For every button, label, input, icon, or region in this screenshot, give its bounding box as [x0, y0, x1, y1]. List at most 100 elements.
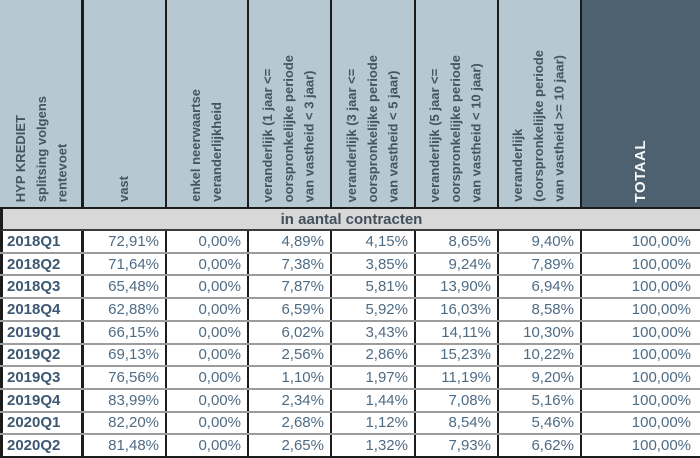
value-cell: 8,58%	[499, 299, 582, 320]
value-cell: 2,68%	[249, 412, 332, 434]
column-header-veranderlijk-3-5: veranderlijk (3 jaar <= oorspronkelijke …	[332, 0, 416, 207]
value-cell: 66,15%	[84, 321, 167, 343]
table-row: 2019Q3 76,56% 0,00% 1,10% 1,97% 11,19% 9,20% 10…	[0, 367, 700, 390]
column-header-totaal: TOTAAL	[582, 0, 700, 207]
quarter-label: 2018Q1	[0, 231, 84, 252]
value-cell: 0,00%	[167, 299, 249, 320]
value-cell: 0,00%	[167, 435, 249, 456]
value-cell: 11,19%	[416, 367, 499, 388]
value-cell: 2,34%	[249, 389, 332, 411]
value-cell: 0,00%	[167, 321, 249, 343]
table-row: 2018Q3 65,48% 0,00% 7,87% 5,81% 13,90% 6,94% 10…	[0, 276, 700, 300]
value-cell: 0,00%	[167, 344, 249, 366]
value-cell: 65,48%	[84, 276, 167, 298]
value-cell: 9,40%	[499, 231, 582, 252]
value-cell: 16,03%	[416, 299, 499, 320]
quarter-label: 2018Q2	[0, 253, 84, 275]
corner-header-cell: HYP KREDIET splitsing volgens rentevoet	[0, 0, 84, 207]
value-cell: 1,12%	[332, 412, 416, 434]
column-header-label: veranderlijk (3 jaar <= oorspronkelijke …	[343, 54, 401, 202]
value-cell: 4,89%	[249, 231, 332, 252]
value-cell: 4,15%	[332, 231, 416, 252]
value-cell: 0,00%	[167, 389, 249, 411]
quarter-label: 2020Q1	[0, 412, 84, 434]
value-cell: 9,24%	[416, 253, 499, 275]
column-header-label: enkel neerwaartse veranderlijkheid	[188, 89, 224, 202]
quarter-label: 2019Q1	[0, 321, 84, 343]
column-header-label: veranderlijk (1 jaar <= oorspronkelijke …	[260, 54, 317, 202]
value-cell: 2,86%	[332, 344, 416, 366]
value-cell: 62,88%	[84, 299, 167, 320]
value-cell: 3,85%	[332, 253, 416, 275]
value-cell: 5,16%	[499, 389, 582, 411]
value-cell: 82,20%	[84, 412, 167, 434]
column-header-label: vast	[116, 175, 132, 202]
value-cell: 5,46%	[499, 412, 582, 434]
quarter-label: 2019Q2	[0, 344, 84, 366]
value-cell: 15,23%	[416, 344, 499, 366]
quarter-label: 2018Q3	[0, 276, 84, 298]
value-cell: 81,48%	[84, 435, 167, 456]
value-cell: 69,13%	[84, 344, 167, 366]
table-row: 2019Q4 83,99% 0,00% 2,34% 1,44% 7,08% 5,16% 100…	[0, 389, 700, 413]
column-header-veranderlijk-10-plus: veranderlijk (oorspronkelijke periode va…	[499, 0, 582, 207]
column-header-label: veranderlijk (oorspronkelijke periode va…	[510, 50, 567, 202]
total-value-cell: 100,00%	[631, 391, 691, 409]
value-cell: 6,94%	[499, 276, 582, 298]
corner-header-text: HYP KREDIET splitsing volgens rentevoet	[12, 95, 70, 202]
quarter-label: 2019Q3	[0, 367, 84, 388]
value-cell: 7,93%	[416, 435, 499, 456]
total-value-cell: 100,00%	[631, 369, 691, 387]
value-cell: 13,90%	[416, 276, 499, 298]
value-cell: 7,89%	[499, 253, 582, 275]
value-cell: 1,44%	[332, 389, 416, 411]
value-cell: 76,56%	[84, 367, 167, 388]
value-cell: 0,00%	[167, 367, 249, 388]
value-cell: 6,59%	[249, 299, 332, 320]
column-header-label: veranderlijk (5 jaar <= oorspronkelijke …	[427, 54, 484, 202]
value-cell: 71,64%	[84, 253, 167, 275]
value-cell: 8,65%	[416, 231, 499, 252]
table-body: 2018Q1 72,91% 0,00% 4,89% 4,15% 8,65% 9,40% 100…	[0, 231, 700, 456]
column-header-label: TOTAAL	[632, 139, 649, 202]
value-cell: 83,99%	[84, 389, 167, 411]
value-cell: 14,11%	[416, 321, 499, 343]
value-cell: 1,97%	[332, 367, 416, 388]
value-cell: 3,43%	[332, 321, 416, 343]
value-cell: 5,92%	[332, 299, 416, 320]
value-cell: 6,02%	[249, 321, 332, 343]
value-cell: 0,00%	[167, 412, 249, 434]
total-value-cell: 100,00%	[631, 323, 691, 341]
column-header-veranderlijk-1-3: veranderlijk (1 jaar <= oorspronkelijke …	[249, 0, 332, 207]
quarter-label: 2019Q4	[0, 389, 84, 411]
value-cell: 6,62%	[499, 435, 582, 456]
table-header-row: HYP KREDIET splitsing volgens rentevoet …	[0, 0, 700, 209]
column-header-vast: vast	[84, 0, 167, 207]
section-header: in aantal contracten	[0, 209, 700, 231]
total-value-cell: 100,00%	[631, 300, 691, 318]
value-cell: 0,00%	[167, 231, 249, 252]
value-cell: 7,87%	[249, 276, 332, 298]
value-cell: 72,91%	[84, 231, 167, 252]
table-row: 2019Q2 69,13% 0,00% 2,56% 2,86% 15,23% 10,22% 1…	[0, 344, 700, 368]
value-cell: 7,38%	[249, 253, 332, 275]
table-row: 2018Q1 72,91% 0,00% 4,89% 4,15% 8,65% 9,40% 100…	[0, 231, 700, 254]
table-row: 2020Q2 81,48% 0,00% 2,65% 1,32% 7,93% 6,62% 100…	[0, 435, 700, 456]
value-cell: 9,20%	[499, 367, 582, 388]
value-cell: 1,32%	[332, 435, 416, 456]
total-value-cell: 100,00%	[631, 255, 691, 273]
column-header-veranderlijk-5-10: veranderlijk (5 jaar <= oorspronkelijke …	[416, 0, 499, 207]
total-value-cell: 100,00%	[631, 346, 691, 364]
value-cell: 7,08%	[416, 389, 499, 411]
value-cell: 0,00%	[167, 276, 249, 298]
value-cell: 2,65%	[249, 435, 332, 456]
table-row: 2018Q4 62,88% 0,00% 6,59% 5,92% 16,03% 8,58% 10…	[0, 299, 700, 322]
section-header-label: in aantal contracten	[280, 210, 423, 228]
value-cell: 5,81%	[332, 276, 416, 298]
total-value-cell: 100,00%	[631, 232, 691, 250]
value-cell: 1,10%	[249, 367, 332, 388]
table-row: 2018Q2 71,64% 0,00% 7,38% 3,85% 9,24% 7,89% 100…	[0, 253, 700, 277]
total-value-cell: 100,00%	[631, 414, 691, 432]
quarter-label: 2018Q4	[0, 299, 84, 320]
